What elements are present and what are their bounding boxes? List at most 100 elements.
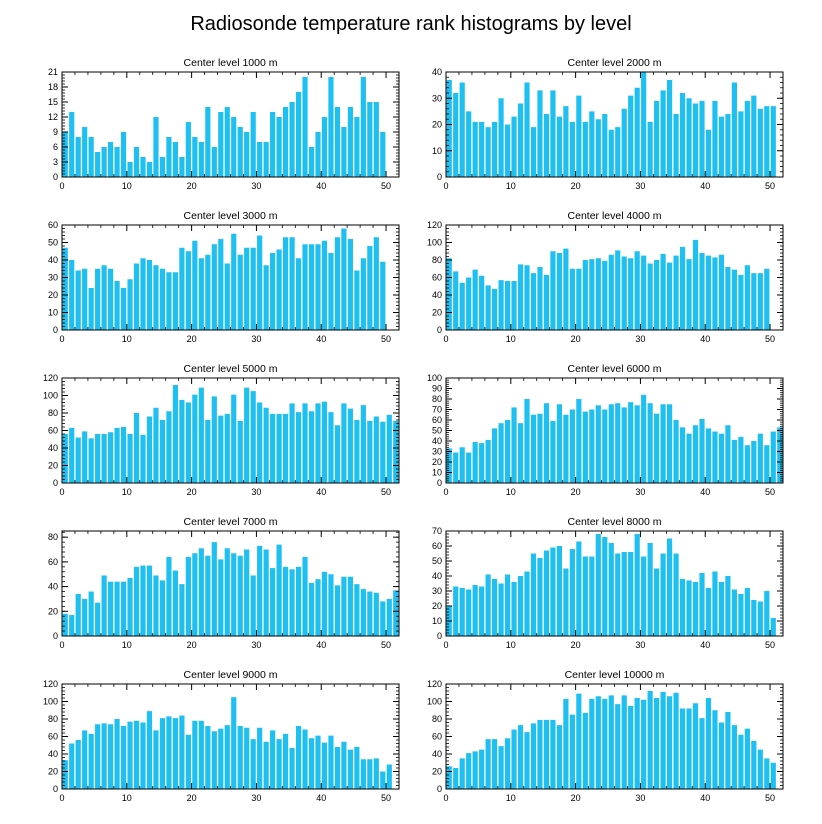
histogram-bar <box>751 273 757 331</box>
histogram-bar <box>744 728 750 790</box>
histogram-bar <box>764 758 770 790</box>
histogram-bar <box>367 246 373 330</box>
histogram-bar <box>498 280 504 331</box>
x-tick-label: 40 <box>700 181 710 191</box>
histogram-bar <box>641 394 647 483</box>
y-tick-label: 60 <box>48 426 58 436</box>
histogram-bar <box>660 90 666 178</box>
histogram-bar <box>263 549 269 636</box>
histogram-bar <box>628 552 634 636</box>
histogram-bar <box>244 549 250 636</box>
y-tick-label: 60 <box>432 541 442 551</box>
histogram-bar <box>250 575 256 636</box>
y-tick-label: 21 <box>48 67 58 77</box>
histogram-bar <box>179 247 185 330</box>
histogram-bar <box>341 576 347 636</box>
histogram-bar <box>172 718 178 790</box>
histogram-bar <box>244 387 250 484</box>
histogram-bar <box>88 137 94 177</box>
histogram-bar <box>712 100 718 178</box>
histogram-bar <box>360 258 366 330</box>
histogram-bar <box>770 618 776 636</box>
histogram-bar <box>192 720 198 789</box>
x-tick-label: 30 <box>251 181 261 191</box>
y-tick-label: 120 <box>43 373 58 383</box>
histogram-bar <box>328 735 334 790</box>
histogram-bar <box>308 582 315 636</box>
histogram-bar <box>75 740 81 789</box>
histogram-bar <box>192 240 198 330</box>
histogram-bar <box>127 279 133 330</box>
histogram-bar <box>231 553 237 636</box>
histogram-bar <box>218 728 224 790</box>
histogram-bar <box>666 404 673 483</box>
y-tick-label: 90 <box>432 384 442 394</box>
histogram-bar <box>485 285 491 331</box>
x-tick-label: 20 <box>187 487 197 497</box>
panel-title: Center level 9000 m <box>184 669 278 681</box>
y-tick-label: 20 <box>432 767 442 777</box>
histogram-bar <box>354 270 360 330</box>
histogram-bar <box>472 442 478 483</box>
histogram-bar <box>628 95 634 178</box>
histogram-bar <box>589 698 595 790</box>
histogram-bar <box>550 547 556 636</box>
histogram-bar <box>373 237 379 330</box>
histogram-bar <box>282 413 289 484</box>
x-tick-label: 0 <box>59 487 64 497</box>
histogram-bar <box>660 253 666 331</box>
histogram-bar <box>354 117 360 177</box>
histogram-bar <box>472 269 478 331</box>
histogram-bar <box>244 727 250 789</box>
histogram-bar <box>101 265 107 330</box>
histogram-bar <box>498 98 504 177</box>
x-tick-label: 0 <box>59 793 64 803</box>
y-tick-label: 20 <box>432 457 442 467</box>
histogram-bar <box>492 579 498 636</box>
y-tick-label: 60 <box>48 220 58 230</box>
y-tick-label: 80 <box>48 408 58 418</box>
y-tick-label: 40 <box>432 571 442 581</box>
histogram-bar <box>634 698 640 789</box>
histogram-bar <box>328 77 334 177</box>
histogram-bar <box>628 402 634 483</box>
histogram-bar <box>237 254 243 330</box>
histogram-bar <box>537 413 543 483</box>
y-tick-label: 120 <box>427 679 442 689</box>
histogram-bar <box>192 553 198 636</box>
histogram-bar <box>69 427 75 484</box>
histogram-bar <box>205 726 211 789</box>
histogram-bar <box>647 691 653 789</box>
histogram-bar <box>595 696 601 789</box>
histogram-bar <box>224 413 230 484</box>
y-tick-label: 50 <box>432 426 442 436</box>
histogram-bar <box>140 434 146 484</box>
histogram-bar <box>224 548 230 636</box>
histogram-bar <box>731 589 737 636</box>
histogram-bar <box>101 147 107 177</box>
histogram-bar <box>373 758 379 790</box>
histogram-bar <box>511 281 517 330</box>
histogram-bar <box>589 409 595 483</box>
histogram-bar <box>673 553 679 636</box>
histogram-bar <box>582 260 588 330</box>
x-tick-label: 0 <box>443 334 448 344</box>
histogram-bar <box>589 111 595 178</box>
histogram-bar <box>276 117 282 177</box>
histogram-bar <box>764 591 770 636</box>
histogram-bar <box>205 254 211 330</box>
y-tick-label: 40 <box>432 436 442 446</box>
histogram-bar <box>321 240 328 330</box>
histogram-bar <box>764 445 770 483</box>
histogram-bar <box>705 129 712 177</box>
histogram-bar <box>608 129 614 177</box>
histogram-bar <box>250 112 256 177</box>
y-tick-label: 40 <box>432 749 442 759</box>
x-tick-label: 50 <box>381 487 391 497</box>
x-tick-label: 0 <box>443 640 448 650</box>
y-tick-label: 80 <box>432 394 442 404</box>
histogram-bar <box>453 768 459 789</box>
histogram-bar <box>751 740 757 790</box>
x-tick-label: 0 <box>59 334 64 344</box>
